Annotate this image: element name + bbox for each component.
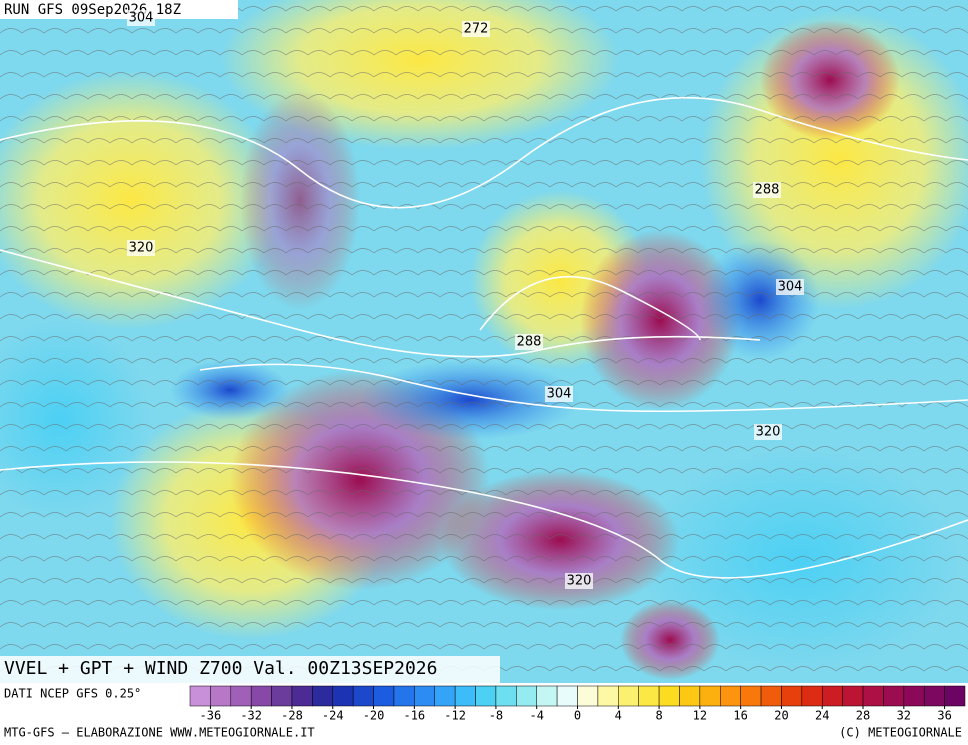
colorbar-tick-label: 36 xyxy=(937,709,951,723)
colorbar-box xyxy=(760,685,782,707)
colorbar-box xyxy=(312,685,334,707)
colorbar-box xyxy=(454,685,476,707)
colorbar-box xyxy=(373,685,395,707)
colorbar-box xyxy=(638,685,660,707)
contour-labels: 304 272 320 288 304 288 304 320 320 xyxy=(127,10,804,589)
colorbar-box xyxy=(862,685,884,707)
title-box xyxy=(0,656,500,683)
colorbar-box xyxy=(720,685,741,707)
colorbar-box xyxy=(821,685,843,707)
colorbar-box xyxy=(842,685,864,707)
colorbar-tick-label: -24 xyxy=(322,709,344,723)
contour-label: 304 xyxy=(778,280,803,295)
copyright: (C) METEOGIORNALE xyxy=(839,726,962,740)
colorbar-box xyxy=(658,685,680,707)
contour-label: 288 xyxy=(755,183,780,198)
colorbar-box xyxy=(923,685,945,707)
contour-label: 320 xyxy=(567,574,592,589)
colorbar-tick-label: -36 xyxy=(200,709,222,723)
colorbar-box xyxy=(332,685,354,707)
colorbar-tick-label: -32 xyxy=(240,709,262,723)
colorbar-tick-label: 12 xyxy=(693,709,707,723)
colorbar-box xyxy=(189,685,211,707)
contour-label-bg xyxy=(776,279,804,295)
colorbar-box xyxy=(883,685,905,707)
colorbar-box xyxy=(210,685,232,707)
contour-label: 320 xyxy=(756,425,781,440)
contour-label-bg xyxy=(753,182,781,198)
colorbar-box xyxy=(352,685,374,707)
colorbar-box xyxy=(475,685,497,707)
source-label: DATI NCEP GFS 0.25° xyxy=(4,687,141,701)
colorbar-tick-label: 28 xyxy=(856,709,870,723)
colorbar-box xyxy=(230,685,252,707)
colorbar-box xyxy=(801,685,823,707)
run-box xyxy=(0,0,238,19)
colorbar-box xyxy=(903,685,925,707)
contour-label-bg xyxy=(127,240,155,256)
colorbar-tick-label: -20 xyxy=(363,709,385,723)
contour-label-bg xyxy=(462,21,490,37)
contour-label-bg xyxy=(515,334,543,350)
colorbar-box xyxy=(618,685,639,707)
contour-label: 320 xyxy=(129,241,154,256)
contour-label: 288 xyxy=(517,335,542,350)
colorbar-box xyxy=(944,685,966,707)
colorbar-tick-label: -12 xyxy=(444,709,466,723)
credit: MTG-GFS — ELABORAZIONE WWW.METEOGIORNALE… xyxy=(4,726,315,740)
colorbar: -36 -32 -28 -24 -20 -16 -12 -8 -4 0 4 8 12 16 20 24 28 32… xyxy=(189,685,966,723)
colorbar-box xyxy=(414,685,435,707)
map-title: VVEL + GPT + WIND Z700 Val. 00Z13SEP2026 xyxy=(4,658,437,679)
colorbar-tick-label: 8 xyxy=(655,709,662,723)
colorbar-box xyxy=(781,685,803,707)
colorbar-box xyxy=(495,685,517,707)
colorbar-tick-label: -8 xyxy=(489,709,503,723)
colorbar-tick-label: 32 xyxy=(897,709,911,723)
map-field xyxy=(0,0,968,683)
colorbar-box xyxy=(536,685,558,707)
contour-label: 304 xyxy=(129,11,154,26)
contour-label-bg xyxy=(565,573,593,589)
colorbar-box xyxy=(291,685,313,707)
colorbar-box xyxy=(393,685,415,707)
colorbar-box xyxy=(597,685,619,707)
colorbar-tick-label: 4 xyxy=(615,709,622,723)
colorbar-tick-label: 16 xyxy=(733,709,747,723)
contour-label-bg xyxy=(754,424,782,440)
colorbar-box xyxy=(556,685,578,707)
colorbar-box xyxy=(516,685,537,707)
colorbar-tick-label: -4 xyxy=(529,709,543,723)
colorbar-box xyxy=(577,685,599,707)
colorbar-box xyxy=(740,685,762,707)
colorbar-tick-label: -16 xyxy=(403,709,425,723)
colorbar-tick-label: -28 xyxy=(281,709,303,723)
colorbar-tick-label: 0 xyxy=(574,709,581,723)
colorbar-box xyxy=(679,685,701,707)
contour-label: 304 xyxy=(547,387,572,402)
contour-label-bg xyxy=(127,10,155,26)
colorbar-box xyxy=(271,685,293,707)
colorbar-box xyxy=(250,685,272,707)
colorbar-box xyxy=(699,685,721,707)
colorbar-tick-label: 20 xyxy=(774,709,788,723)
colorbar-box xyxy=(434,685,456,707)
contour-label-bg xyxy=(545,386,573,402)
colorbar-tick-label: 24 xyxy=(815,709,829,723)
contour-label: 272 xyxy=(464,22,489,37)
